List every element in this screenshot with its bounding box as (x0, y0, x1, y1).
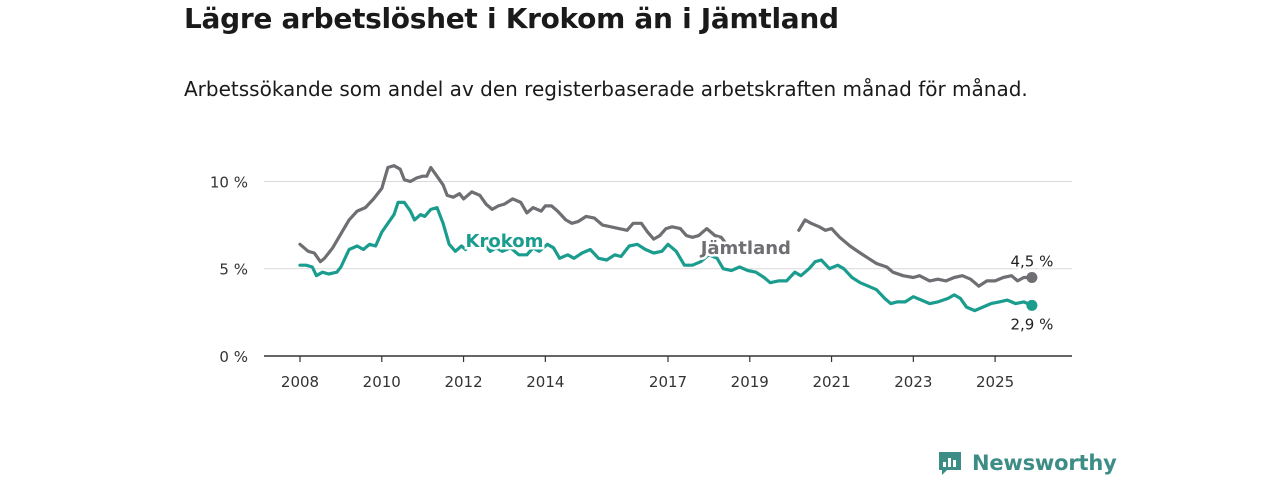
y-tick-label: 5 % (219, 261, 248, 279)
brand: Newsworthy (937, 448, 1117, 478)
y-tick-label: 10 % (210, 173, 248, 191)
x-tick-label: 2010 (363, 373, 401, 391)
chart-subtitle: Arbetssökande som andel av den registerb… (184, 77, 1028, 101)
x-tick-label: 2025 (976, 373, 1014, 391)
series-line-jamtland (298, 164, 738, 264)
y-tick-label: 0 % (219, 348, 248, 366)
brand-name: Newsworthy (972, 451, 1117, 475)
series-line-jamtland (797, 218, 1034, 288)
series-label-krokom: Krokom (466, 231, 544, 252)
end-value-label-jamtland: 4,5 % (1010, 252, 1053, 270)
end-point-krokom (1026, 299, 1038, 311)
gridlines (264, 180, 1072, 270)
x-tick-label: 2012 (444, 373, 482, 391)
series-line-krokom (298, 200, 1034, 313)
x-tick-label: 2021 (812, 373, 850, 391)
axes: 0 % 5 % 10 % 2008 2010 2012 2014 2017 2019 2021 20… (210, 173, 1072, 391)
x-tick-label: 2023 (894, 373, 932, 391)
end-point-jamtland (1026, 271, 1038, 283)
chart-title: Lägre arbetslöshet i Krokom än i Jämtlan… (184, 2, 839, 35)
newsworthy-logo-icon (939, 452, 961, 475)
x-tick-label: 2017 (649, 373, 687, 391)
end-value-label-krokom: 2,9 % (1010, 315, 1053, 333)
x-tick-label: 2008 (281, 373, 319, 391)
series-labels: Jämtland Krokom 4,5 % 2,9 % (463, 228, 1055, 335)
x-tick-label: 2019 (731, 373, 769, 391)
x-tick-label: 2014 (526, 373, 564, 391)
series-lines (298, 164, 1038, 313)
series-label-jamtland: Jämtland (699, 238, 791, 259)
